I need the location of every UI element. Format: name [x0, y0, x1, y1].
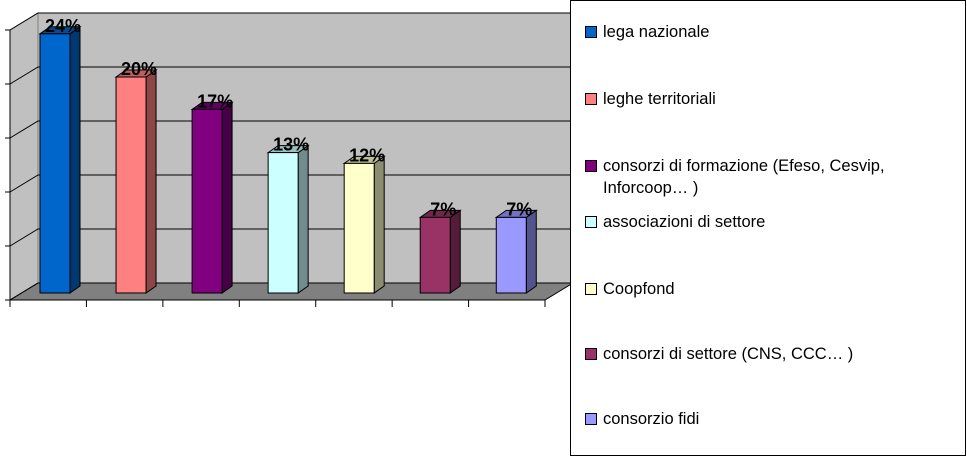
grid-line: [9, 228, 570, 247]
legend-label: associazioni di settore: [603, 213, 766, 231]
bar: [418, 209, 462, 294]
side-wall: [9, 12, 39, 301]
legend-label: lega nazionale: [603, 23, 710, 41]
bar-front: [343, 162, 375, 294]
bar: [494, 209, 538, 294]
bar-front: [115, 76, 147, 294]
legend-entry: lega nazionale: [585, 21, 965, 43]
legend-label: consorzi di settore (CNS, CCC… ): [603, 345, 854, 363]
legend-label: Coopfond: [603, 280, 675, 298]
bar: [342, 155, 386, 294]
legend-swatch: [585, 348, 597, 360]
grid-line: [9, 66, 570, 85]
grid-line: [9, 120, 570, 139]
legend: lega nazionale leghe territoriali consorzi…: [570, 0, 966, 456]
legend-swatch: [585, 283, 597, 295]
value-label: 17%: [197, 91, 233, 111]
bar-side: [525, 209, 537, 294]
legend-label: leghe territoriali: [603, 90, 716, 108]
value-label: 7%: [430, 199, 456, 219]
bar-side: [373, 155, 385, 294]
grid-line: [9, 282, 570, 301]
bar-front: [191, 108, 223, 294]
bar-side: [221, 101, 233, 294]
value-label: 20%: [121, 59, 157, 79]
legend-swatch: [585, 26, 597, 38]
bar: [114, 69, 158, 294]
value-label: 7%: [506, 199, 532, 219]
legend-entry: consorzi di settore (CNS, CCC… ): [585, 343, 965, 365]
grid-line: [9, 12, 570, 31]
legend-entry: consorzio fidi: [585, 408, 965, 430]
bar-side: [69, 25, 81, 294]
bar-front: [419, 216, 451, 294]
legend-entry: Coopfond: [585, 278, 965, 300]
chart: 24% 20% 17% 13% 12% 7% 7%: [5, 12, 570, 307]
value-label: 24%: [45, 16, 81, 36]
bar-side: [145, 69, 157, 294]
bar-front: [495, 216, 527, 294]
value-label: 12%: [349, 145, 385, 165]
legend-swatch: [585, 413, 597, 425]
legend-label: consorzi di formazione (Efeso, Cesvip, I…: [603, 157, 885, 197]
legend-entry: consorzi di formazione (Efeso, Cesvip, I…: [585, 155, 965, 199]
bar: [190, 101, 234, 294]
bar-side: [449, 209, 461, 294]
bar-front: [267, 152, 299, 294]
legend-entry: leghe territoriali: [585, 88, 965, 110]
bar: [38, 25, 82, 294]
legend-swatch: [585, 160, 597, 172]
value-label: 13%: [273, 135, 309, 155]
bar: [266, 144, 310, 294]
bar-front: [39, 33, 71, 294]
legend-label: consorzio fidi: [603, 410, 700, 428]
legend-swatch: [585, 93, 597, 105]
legend-swatch: [585, 216, 597, 228]
legend-entry: associazioni di settore: [585, 211, 965, 233]
bar-side: [297, 144, 309, 294]
grid-line: [9, 174, 570, 193]
